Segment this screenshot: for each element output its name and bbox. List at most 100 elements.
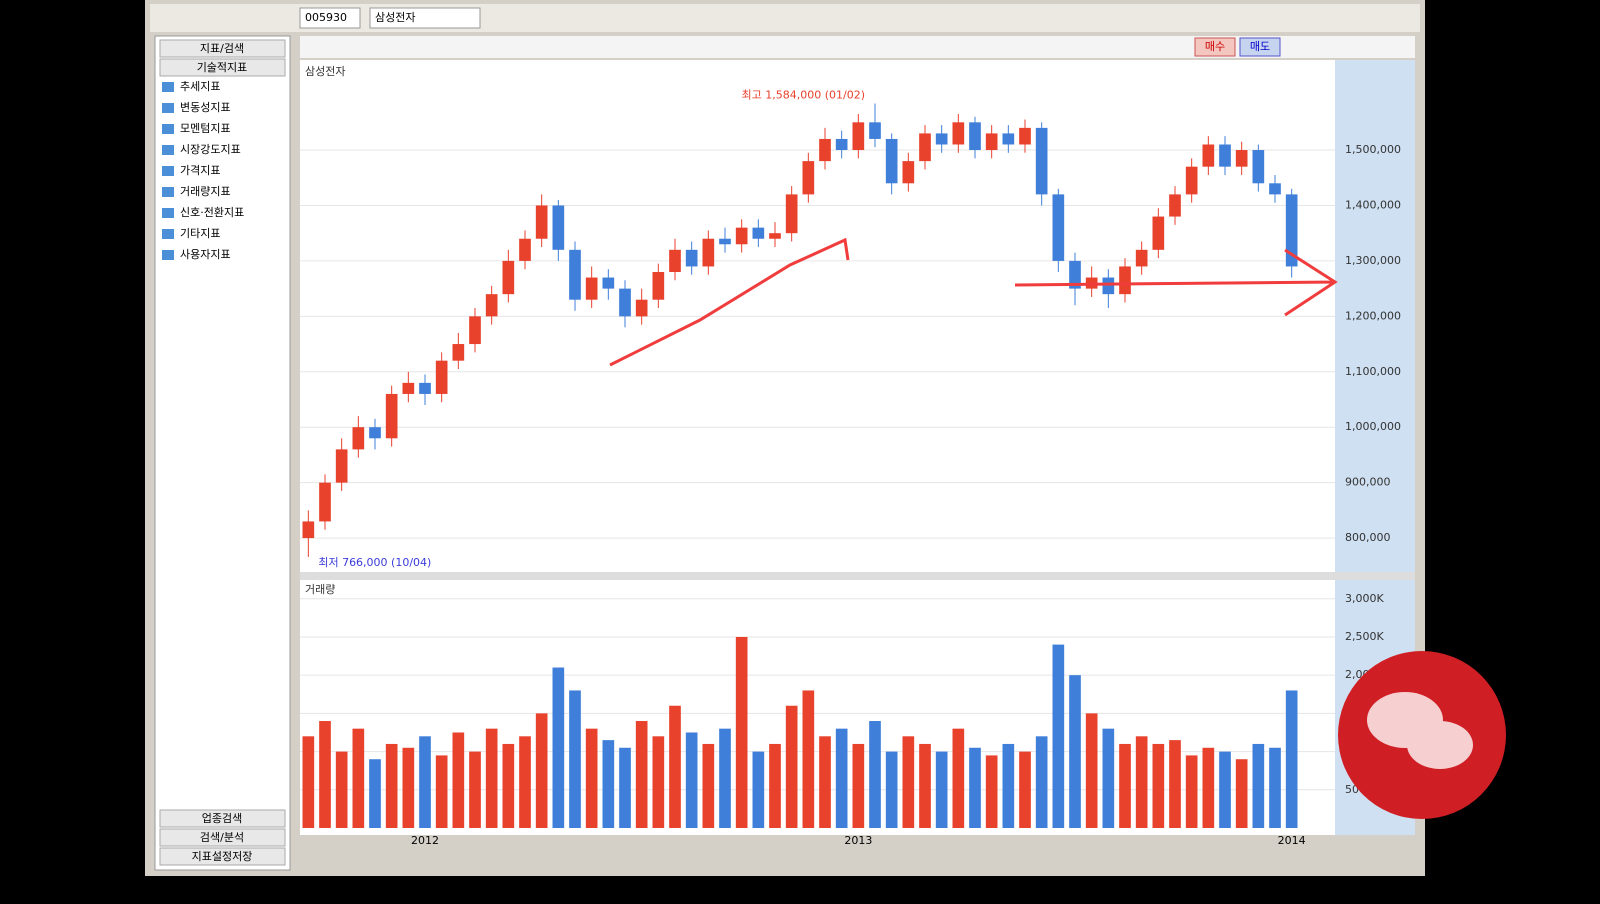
candle-body <box>1119 266 1131 295</box>
stock-name: 삼성전자 <box>375 11 415 24</box>
volume-bar <box>852 743 865 828</box>
folder-icon <box>162 166 174 176</box>
candle-body <box>485 294 498 317</box>
y-tick-label: 1,500,000 <box>1345 143 1401 156</box>
candle-body <box>335 449 348 483</box>
volume-bar <box>585 728 598 828</box>
candle-body <box>885 138 898 184</box>
panel-button-label: 업종검색 <box>202 812 242 825</box>
volume-bar <box>835 728 848 828</box>
volume-bar <box>319 721 331 828</box>
volume-bar <box>785 705 798 828</box>
panel-button <box>159 828 286 847</box>
volume-bar <box>1252 743 1265 828</box>
candle-body <box>1135 249 1148 267</box>
volume-bar <box>685 732 698 828</box>
volume-bar <box>919 743 931 828</box>
x-tick-label: 2013 <box>844 834 872 847</box>
panel-button <box>159 809 286 828</box>
indicator-group: 거래량지표 <box>180 185 231 198</box>
y-tick-label: 1,100,000 <box>1345 365 1401 378</box>
pane-divider <box>300 572 1415 580</box>
volume-bar <box>619 747 631 828</box>
candle-body <box>1169 194 1181 217</box>
trend-arrow <box>609 237 850 367</box>
candle-body <box>1019 127 1031 145</box>
candle-body <box>869 122 881 139</box>
candle-body <box>1285 194 1298 267</box>
candle-body <box>1069 260 1081 289</box>
code-box[interactable] <box>299 7 361 29</box>
candle-body <box>1002 133 1015 145</box>
candle-body <box>502 260 515 295</box>
candle-body <box>752 227 765 239</box>
toolbar <box>150 4 1420 32</box>
candle-body <box>302 521 315 539</box>
volume-bar <box>519 736 531 828</box>
volume-bar <box>552 667 565 828</box>
y-tick-label: 1,300,000 <box>1345 254 1401 267</box>
volume-bar <box>352 728 365 828</box>
volume-bar <box>1002 743 1015 828</box>
folder-icon <box>162 124 174 134</box>
volume-bar <box>602 740 615 828</box>
volume-bar <box>385 743 398 828</box>
volume-bar <box>719 728 731 828</box>
candle-body <box>785 194 798 234</box>
name-box[interactable] <box>369 7 481 29</box>
candle-body <box>685 249 698 267</box>
candle-body <box>669 249 681 272</box>
volume-bar <box>435 755 448 828</box>
volume-bar <box>1269 747 1281 828</box>
candle-body <box>452 344 465 361</box>
sell-button[interactable] <box>1239 37 1281 57</box>
candle-body <box>952 122 965 145</box>
candle-body <box>919 133 931 162</box>
candle-body <box>969 122 981 151</box>
volume-bar <box>769 743 781 828</box>
candle-body <box>435 360 448 394</box>
volume-bar <box>302 736 315 828</box>
volume-bar <box>652 736 665 828</box>
volume-bar <box>952 728 965 828</box>
candle-body <box>319 482 331 522</box>
indicator-group: 가격지표 <box>180 164 220 177</box>
volume-bar <box>1219 751 1231 828</box>
candle-body <box>1202 144 1215 167</box>
volume-bar <box>969 747 981 828</box>
volume-bar <box>819 736 831 828</box>
candle-body <box>1269 183 1281 195</box>
volume-bar <box>802 690 815 828</box>
volume-bar <box>935 751 948 828</box>
volume-bar <box>1102 728 1115 828</box>
candle-body <box>852 122 865 151</box>
volume-bar <box>1285 690 1298 828</box>
volume-bar <box>1035 736 1048 828</box>
buy-button[interactable] <box>1194 37 1236 57</box>
candle-body <box>585 277 598 300</box>
support-arrow <box>1014 248 1338 317</box>
volume-bar <box>635 721 648 828</box>
panel-tab <box>159 39 286 58</box>
left-panel <box>154 35 291 871</box>
volume-bar <box>735 636 748 828</box>
candle-body <box>1235 150 1248 167</box>
indicator-group: 사용자지표 <box>180 248 231 261</box>
folder-icon <box>162 250 174 260</box>
folder-icon <box>162 103 174 113</box>
volume-bar <box>1235 759 1248 828</box>
min-annotation: 최저 766,000 (10/04) <box>318 556 431 569</box>
chat-bubble <box>1407 721 1473 769</box>
volume-bar <box>1019 751 1031 828</box>
candle-body <box>369 427 381 439</box>
candle-body <box>735 227 748 245</box>
y-tick-label: 3,000K <box>1345 592 1384 605</box>
volume-bar <box>502 743 515 828</box>
chart-title: 거래량 <box>305 583 335 596</box>
panel-button-label: 검색/분석 <box>200 831 244 844</box>
indicator-group: 시장강도지표 <box>180 143 241 156</box>
candle-body <box>1185 166 1198 195</box>
panel-tab-label: 지표/검색 <box>200 42 244 55</box>
candle-body <box>519 238 531 261</box>
